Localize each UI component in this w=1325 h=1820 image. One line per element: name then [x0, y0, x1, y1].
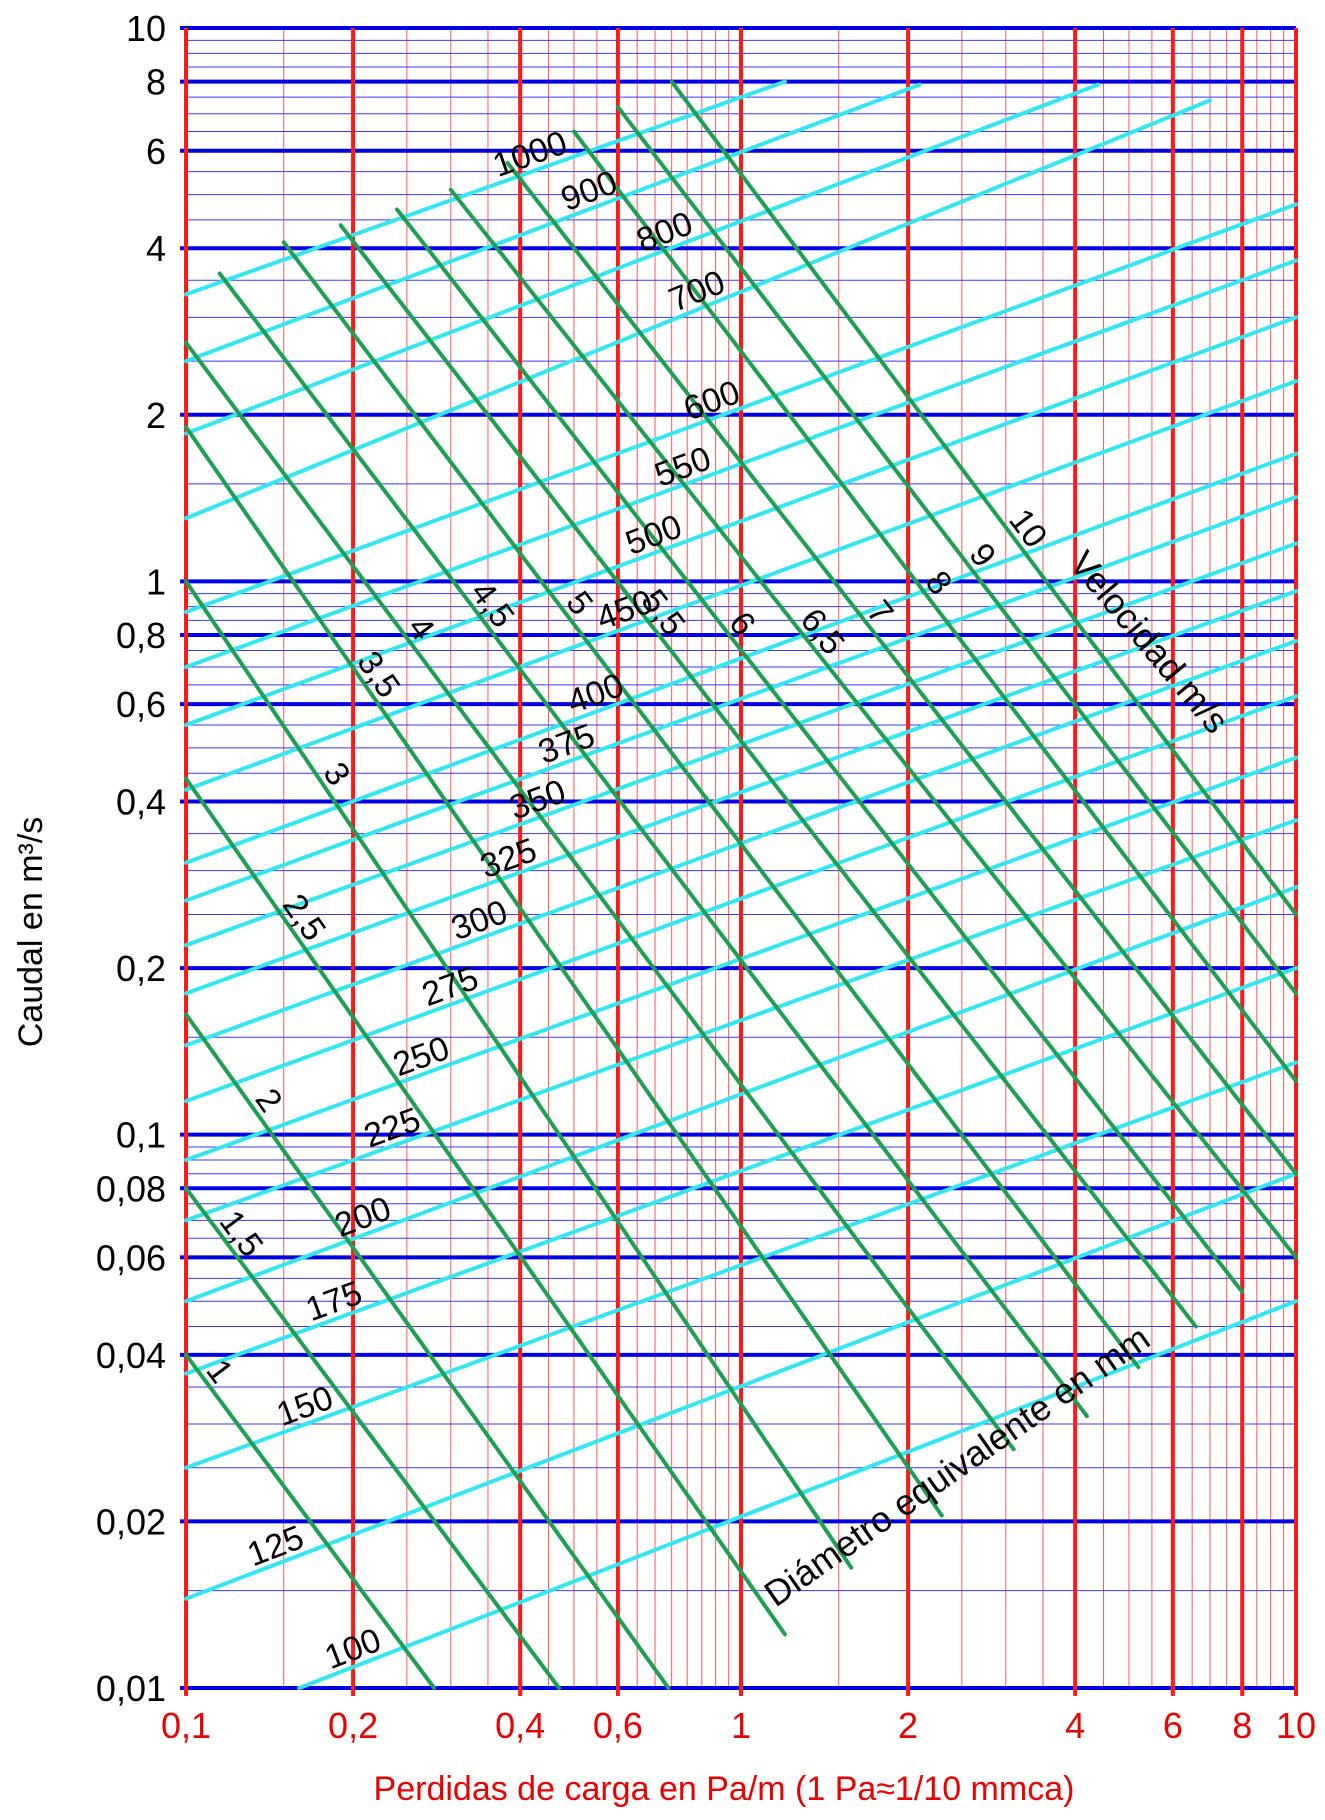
diameter-label: 550 — [650, 439, 716, 494]
velocity-line — [184, 776, 787, 1637]
diameter-label: 175 — [301, 1274, 367, 1329]
diameter-line — [184, 82, 1101, 436]
y-tick-label: 0,01 — [96, 1668, 166, 1709]
diameter-series-title: Diámetro equivalente en mm — [757, 1317, 1158, 1615]
velocity-line — [217, 271, 1089, 1419]
major-vertical-grid — [184, 28, 1298, 1696]
x-tick-label: 8 — [1232, 1705, 1252, 1746]
tick-labels: 0,01 0,02 0,04 0,06 0,08 0,1 0,2 0,4 0,6 0,8 1 2 4 6 8… — [96, 8, 1316, 1746]
velocity-label: 7 — [859, 593, 901, 631]
diameter-label: 1000 — [488, 124, 572, 185]
diameter-line — [184, 966, 1298, 1376]
diameter-line — [297, 1299, 1298, 1690]
y-tick-label: 0,1 — [116, 1115, 166, 1156]
velocity-line — [448, 187, 1298, 1260]
x-tick-label: 0,1 — [161, 1705, 211, 1746]
velocity-line — [615, 104, 1298, 996]
velocity-line — [184, 1352, 437, 1690]
x-tick-label: 1 — [731, 1705, 751, 1746]
velocity-line — [395, 207, 1245, 1294]
x-tick-label: 10 — [1276, 1705, 1316, 1746]
diameter-line — [184, 98, 1213, 521]
velocity-line — [338, 223, 1198, 1329]
diameter-label: 800 — [631, 204, 698, 260]
diameter-line — [184, 1060, 1298, 1470]
velocity-label: 5 — [558, 584, 600, 622]
diameter-line — [184, 495, 1298, 903]
velocity-label: 4,5 — [463, 574, 522, 635]
velocity-label: 1 — [199, 1352, 241, 1390]
x-tick-label: 2 — [898, 1705, 918, 1746]
diameter-label: 100 — [320, 1621, 387, 1677]
velocity-label: 3,5 — [349, 644, 407, 704]
y-tick-label: 1 — [146, 561, 166, 602]
x-tick-label: 4 — [1065, 1705, 1085, 1746]
diameter-lines — [184, 79, 1298, 1690]
diameter-line — [184, 79, 787, 297]
diameter-line — [184, 818, 1298, 1223]
y-tick-label: 4 — [146, 228, 166, 269]
y-tick-label: 0,2 — [116, 948, 166, 989]
diameter-line — [184, 589, 1298, 996]
y-tick-label: 0,02 — [96, 1501, 166, 1542]
diameter-line — [184, 379, 1298, 792]
y-tick-label: 0,4 — [116, 782, 166, 823]
velocity-line — [184, 1012, 671, 1690]
x-tick-label: 6 — [1163, 1705, 1183, 1746]
y-tick-label: 8 — [146, 62, 166, 103]
diameter-label: 700 — [664, 263, 731, 320]
diameter-line — [184, 202, 1298, 615]
diameter-label: 500 — [621, 507, 687, 562]
velocity-label: 6,5 — [793, 601, 852, 662]
major-horizontal-grid — [180, 26, 1296, 1690]
diameter-label: 125 — [242, 1518, 309, 1574]
x-tick-label: 0,4 — [495, 1705, 545, 1746]
y-tick-label: 2 — [146, 395, 166, 436]
velocity-label: 1,5 — [212, 1203, 271, 1264]
y-tick-label: 10 — [126, 8, 166, 49]
velocity-line — [281, 240, 1141, 1370]
y-tick-label: 6 — [146, 131, 166, 172]
y-tick-label: 0,04 — [96, 1335, 166, 1376]
x-axis-title: Perdidas de carga en Pa/m (1 Pa≈1/10 mmc… — [374, 1770, 1075, 1808]
diameter-label: 300 — [446, 893, 512, 948]
velocity-line — [184, 579, 854, 1570]
y-tick-label: 0,08 — [96, 1168, 166, 1209]
y-axis-title: Caudal en m³/s — [12, 817, 50, 1048]
diameter-line — [184, 1171, 1298, 1601]
y-tick-label: 0,06 — [96, 1237, 166, 1278]
diameter-line — [184, 541, 1298, 948]
diameter-label: 325 — [475, 831, 541, 886]
velocity-line — [571, 129, 1298, 1084]
x-tick-label: 0,2 — [328, 1705, 378, 1746]
velocity-line — [184, 425, 944, 1518]
y-tick-label: 0,6 — [116, 684, 166, 725]
diameter-label: 600 — [679, 373, 745, 428]
velocity-line — [184, 340, 1016, 1452]
y-tick-label: 0,8 — [116, 615, 166, 656]
velocity-line — [184, 1186, 562, 1690]
diameter-line — [184, 315, 1298, 727]
diameter-line — [184, 885, 1298, 1304]
velocity-line — [669, 79, 1298, 917]
diameter-line — [184, 451, 1298, 865]
velocity-lines — [184, 79, 1298, 1690]
x-tick-label: 0,6 — [593, 1705, 643, 1746]
diameter-line — [184, 694, 1298, 1104]
velocity-label: 8 — [918, 564, 960, 602]
diameter-label: 200 — [330, 1189, 396, 1244]
velocity-line — [505, 161, 1298, 1176]
